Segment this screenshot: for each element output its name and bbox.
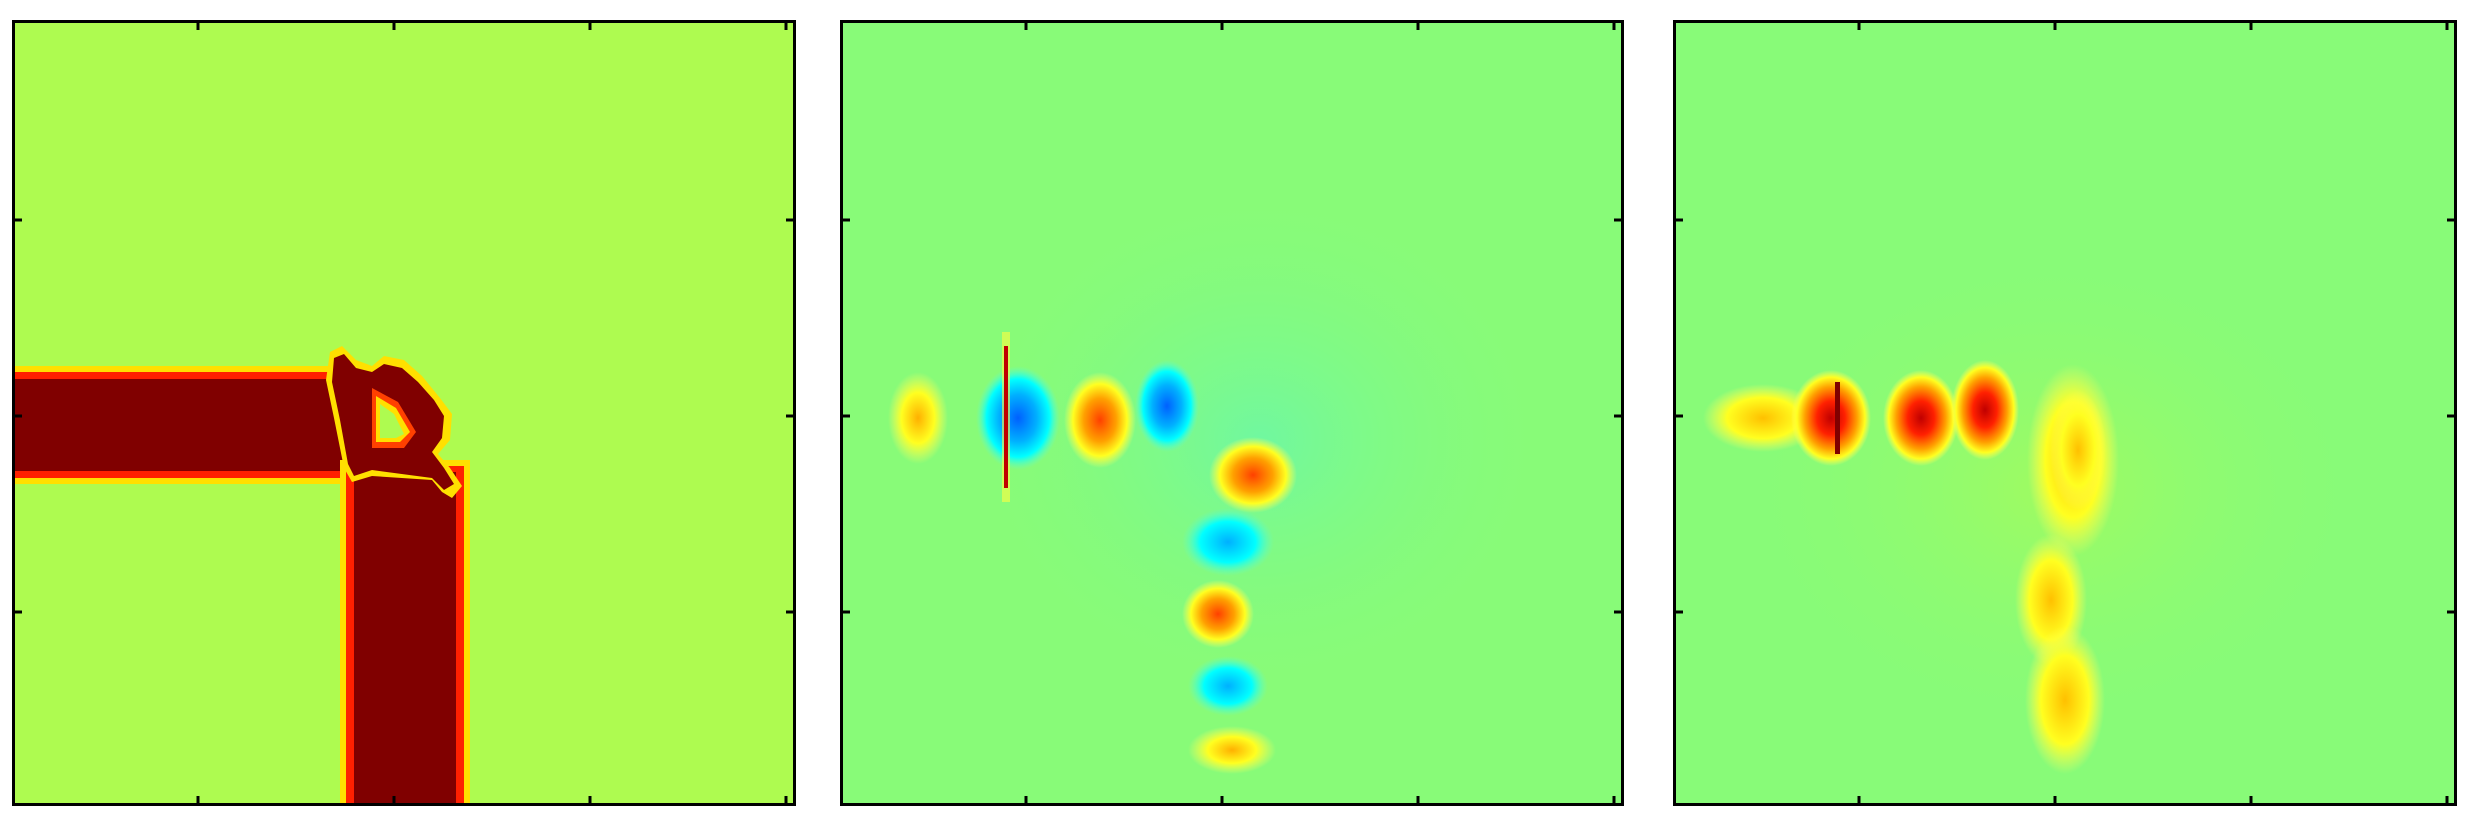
source-line <box>1004 346 1008 488</box>
plot-frame <box>1673 20 2457 806</box>
structure-map-plot <box>12 20 796 806</box>
hot-spot <box>1791 370 1871 466</box>
vertical-arm <box>354 472 456 806</box>
plot-frame <box>12 20 796 806</box>
structure-map-panel <box>12 20 796 806</box>
arm-core <box>2050 390 2106 510</box>
lobe-positive <box>1064 372 1136 468</box>
lobe-positive <box>888 372 948 464</box>
lobe-positive <box>1182 580 1254 648</box>
tick-marks <box>840 20 1624 806</box>
intensity-field-plot <box>1673 20 2457 806</box>
hot-spot <box>1951 360 2019 460</box>
plot-frame <box>840 20 1624 806</box>
signed-field-panel <box>840 20 1624 806</box>
lobe-positive <box>1209 437 1297 513</box>
lobe-negative <box>1182 508 1274 576</box>
lobe-negative <box>1188 656 1268 716</box>
tick-marks <box>1673 20 2457 806</box>
signed-field-plot <box>840 20 1624 806</box>
source-line <box>1835 382 1840 454</box>
lobe-negative <box>1135 360 1199 452</box>
arm-glow <box>2025 626 2105 774</box>
tail-glow <box>1703 384 1823 452</box>
intensity-field-panel <box>1673 20 2457 806</box>
horizontal-arm <box>12 379 350 471</box>
tick-marks <box>12 20 796 806</box>
lobe-positive <box>1188 726 1276 774</box>
lobe-negative <box>976 366 1060 470</box>
blob-hole <box>380 404 404 438</box>
hot-spot <box>1883 370 1959 466</box>
